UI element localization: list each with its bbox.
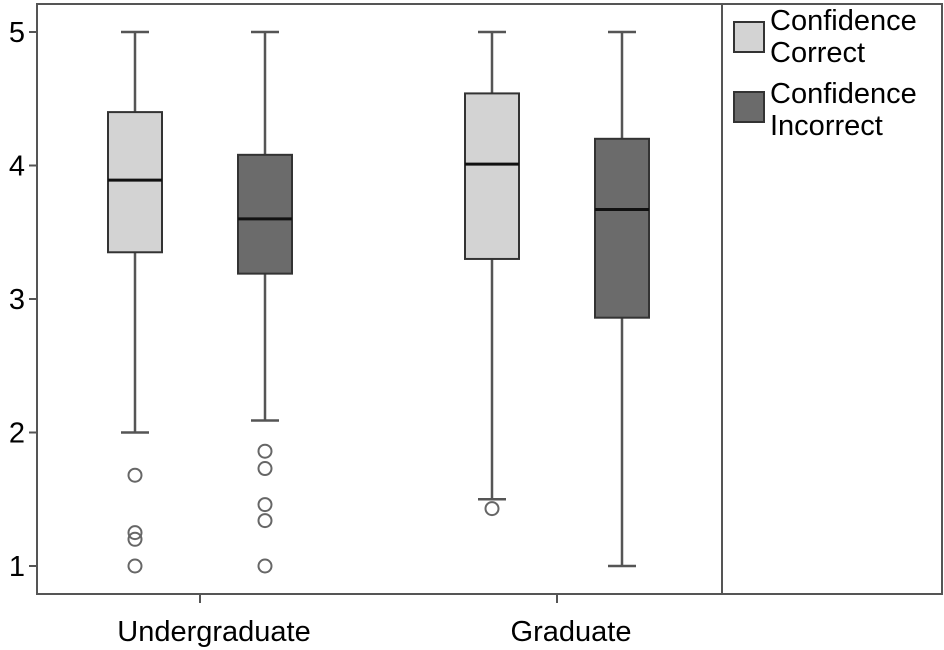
legend-swatch <box>733 21 765 53</box>
outlier-point <box>257 443 273 459</box>
legend-label: Confidence <box>770 5 917 37</box>
outlier-point <box>257 558 273 574</box>
box-iqr <box>237 153 293 275</box>
outlier-point <box>257 497 273 513</box>
legend-label: Correct <box>770 37 865 69</box>
y-tick-label: 4 <box>9 151 25 183</box>
legend-label: Incorrect <box>770 110 883 142</box>
legend-swatch <box>733 91 765 123</box>
legend-label: Confidence <box>770 78 917 110</box>
outlier-point <box>127 558 143 574</box>
box-iqr <box>594 137 650 319</box>
y-axis: 1 2 3 4 5 <box>9 17 37 583</box>
box-iqr <box>107 111 163 254</box>
box-group <box>107 30 163 574</box>
box-group <box>237 30 293 574</box>
outlier-point <box>127 467 143 483</box>
outlier-point <box>257 461 273 477</box>
y-tick-label: 3 <box>9 284 25 316</box>
y-tick-label: 2 <box>9 418 25 450</box>
outlier-point <box>127 525 143 541</box>
outlier-point <box>257 513 273 529</box>
box-group <box>464 30 520 517</box>
x-category-label: Graduate <box>511 616 632 648</box>
outlier-point <box>484 501 500 517</box>
x-category-label: Undergraduate <box>117 616 310 648</box>
outlier-point <box>127 531 143 547</box>
y-tick-label: 5 <box>9 17 25 49</box>
box-series <box>107 30 650 574</box>
x-axis: Undergraduate Graduate <box>117 594 631 648</box>
box-group <box>594 30 650 568</box>
box-iqr <box>464 92 520 260</box>
y-tick-label: 1 <box>9 551 25 583</box>
